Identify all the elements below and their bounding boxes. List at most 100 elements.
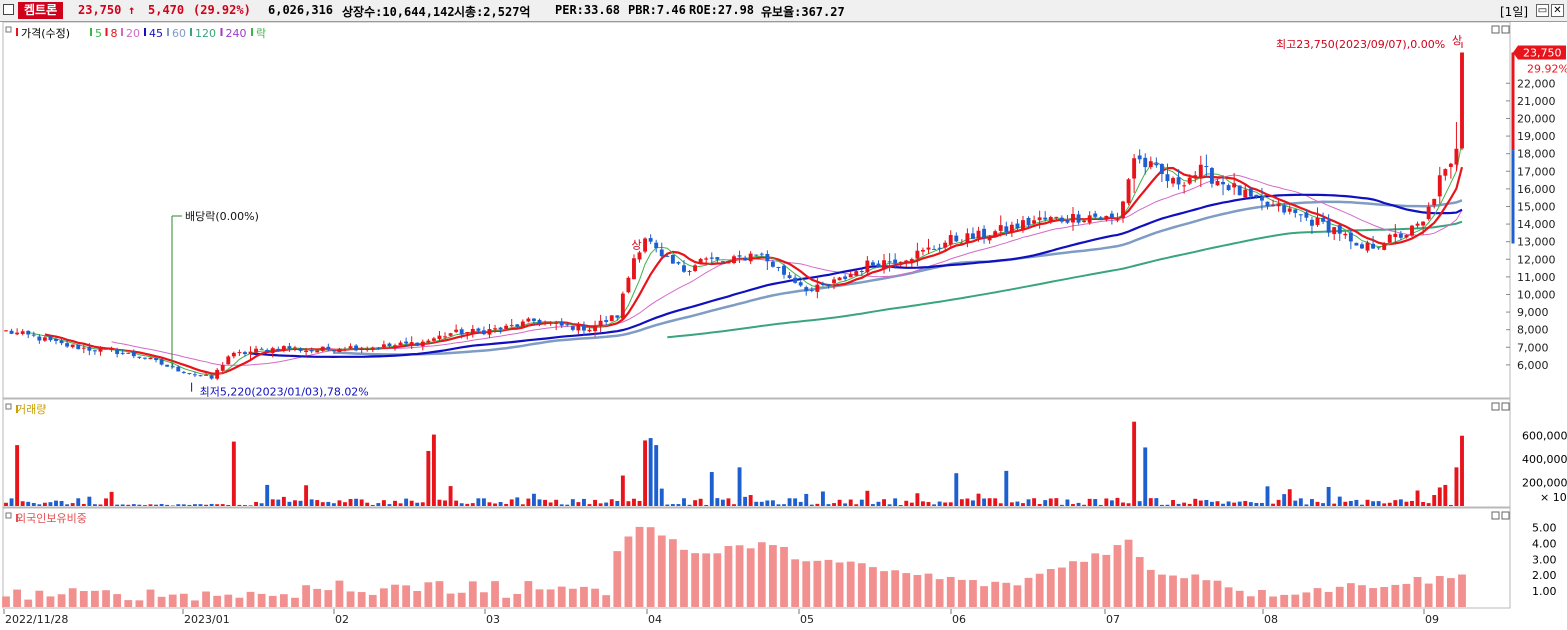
- foreign-bar: [1180, 578, 1189, 607]
- volume-bar: [448, 486, 453, 506]
- volume-bar: [826, 504, 831, 506]
- foreign-bar: [168, 594, 177, 607]
- foreign-bar: [1313, 588, 1322, 607]
- foreign-bar: [313, 588, 322, 607]
- volume-bar: [715, 498, 720, 506]
- foreign-bar: [235, 597, 244, 607]
- volume-bar: [959, 499, 964, 506]
- stock-name[interactable]: 켐트론: [18, 2, 64, 19]
- foreign-bar: [1080, 561, 1088, 607]
- candle-body: [604, 320, 609, 322]
- volume-bar: [4, 502, 8, 506]
- candle-body: [1226, 185, 1231, 191]
- volume-bar: [1432, 495, 1437, 506]
- volume-bar: [1215, 501, 1220, 506]
- volume-bar: [1104, 498, 1109, 506]
- candle-body: [554, 322, 559, 324]
- candle-body: [859, 270, 864, 272]
- candle-body: [682, 265, 686, 272]
- foreign-bar: [1269, 596, 1277, 607]
- candle-body: [1404, 234, 1409, 238]
- foreign-bar: [957, 579, 966, 607]
- candle-body: [137, 356, 142, 358]
- candle-body: [215, 369, 220, 379]
- legend-swatch: [16, 28, 18, 36]
- period-selector[interactable]: [1일]: [1500, 5, 1529, 19]
- volume-bar: [9, 498, 14, 506]
- foreign-bar: [502, 597, 511, 607]
- x-tick-label: 08: [1264, 613, 1278, 626]
- volume-bar: [709, 472, 714, 506]
- candle-body: [1071, 213, 1075, 223]
- candle-body: [870, 262, 875, 266]
- candle-body: [904, 260, 909, 263]
- legend-label: 가격(수정): [21, 27, 70, 40]
- volume-bar: [20, 501, 25, 506]
- select-checkbox[interactable]: [3, 4, 14, 15]
- volume-bar: [531, 493, 536, 506]
- volume-bar: [1298, 498, 1303, 506]
- foreign-bar: [1024, 577, 1033, 607]
- close-icon[interactable]: ✕: [1551, 4, 1564, 17]
- volume-bar: [1021, 503, 1025, 506]
- stock-chart[interactable]: 6,000 7,000 8,000 9,000 10,000 11,000 12,000 13…: [0, 22, 1567, 630]
- candle-body: [231, 352, 236, 357]
- legend-swatch: [121, 28, 123, 36]
- foreign-bar: [1402, 583, 1411, 607]
- foreign-bar: [1091, 553, 1100, 607]
- volume-bar: [254, 501, 259, 506]
- volume-bar: [854, 504, 859, 506]
- foreign-legend-swatch: [16, 514, 18, 522]
- volume-bar: [1093, 499, 1098, 506]
- volume-bar: [1332, 503, 1337, 506]
- candles: [4, 52, 1464, 381]
- volume-bar: [776, 504, 781, 506]
- price-tick-label: 9,000: [1517, 306, 1549, 319]
- candle-body: [1159, 163, 1164, 174]
- candle-body: [276, 348, 281, 351]
- price-tick-label: 17,000: [1517, 165, 1556, 178]
- foreign-bar: [446, 593, 455, 607]
- candle-body: [337, 348, 342, 353]
- candle-body: [398, 342, 403, 345]
- volume-bar: [1293, 500, 1298, 506]
- candle-body: [1204, 166, 1209, 168]
- foreign-tick-label: 5.00: [1532, 522, 1557, 535]
- candle-body: [582, 324, 586, 331]
- candle-body: [531, 318, 536, 321]
- candle-body: [365, 348, 370, 350]
- candle-body: [4, 330, 8, 332]
- foreign-bar: [835, 562, 844, 607]
- candle-body: [76, 344, 81, 350]
- foreign-bar: [279, 594, 288, 607]
- foreign-bar: [457, 592, 466, 607]
- candle-body: [254, 348, 259, 353]
- candle-body: [1454, 148, 1459, 165]
- candle-body: [37, 336, 42, 341]
- volume-bar: [1243, 500, 1248, 506]
- legend-swatch: [105, 28, 108, 36]
- volume-bar: [131, 504, 136, 506]
- candle-body: [921, 249, 925, 252]
- foreign-bar: [24, 599, 33, 607]
- foreign-bar: [1335, 586, 1344, 607]
- volume-bar: [1343, 501, 1348, 506]
- volume-bar: [743, 496, 748, 506]
- candle-body: [676, 262, 681, 264]
- candle-body: [648, 238, 653, 242]
- volume-bar: [520, 504, 525, 506]
- foreign-bar: [935, 579, 944, 607]
- candle-body: [1382, 244, 1387, 250]
- volume-pane-frame: [2, 398, 1511, 508]
- foreign-bar: [402, 585, 411, 607]
- price-change: 5,470: [148, 3, 185, 17]
- volume-bar: [1004, 470, 1009, 506]
- volume-bar: [1159, 504, 1164, 506]
- foreign-bar: [857, 563, 866, 607]
- per: PER:33.68: [555, 3, 621, 17]
- candle-body: [1076, 214, 1081, 223]
- legend-label: 8: [111, 27, 118, 40]
- restore-icon[interactable]: ▭: [1536, 4, 1549, 17]
- candle-body: [593, 325, 598, 332]
- volume-bar: [587, 504, 592, 506]
